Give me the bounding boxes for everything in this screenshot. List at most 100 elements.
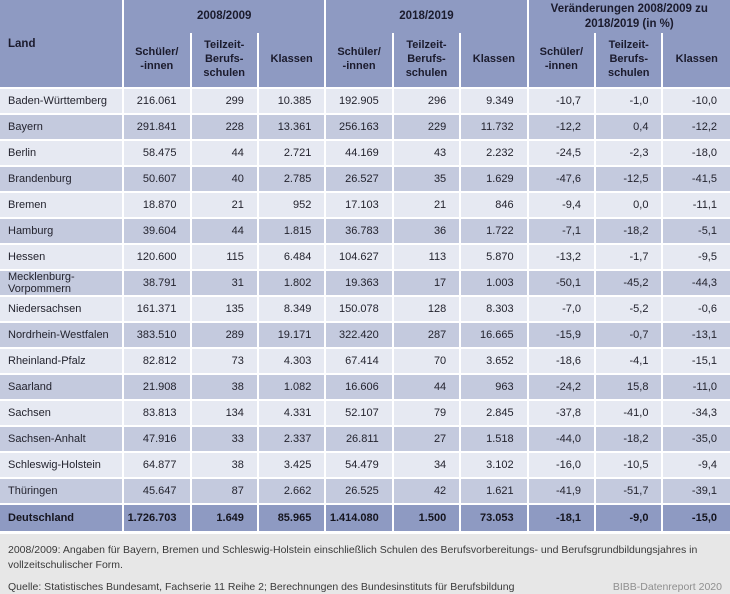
value-cell: -10,7 [526,87,596,114]
value-cell: -37,8 [526,399,596,426]
value-cell: 8.303 [459,295,528,322]
value-cell: 43 [391,139,461,166]
value-cell: 1.815 [256,217,326,244]
value-cell: 952 [256,191,326,218]
value-cell: 38 [189,373,258,400]
land-cell: Sachsen [0,399,124,426]
value-cell: -9,0 [594,503,663,534]
value-cell: 322.420 [324,321,393,348]
value-cell: 79 [391,399,461,426]
land-cell: Schleswig-Holstein [0,451,124,478]
value-cell: -44,0 [526,425,596,452]
value-cell: 1.802 [256,269,326,296]
value-cell: -41,5 [661,165,730,192]
value-cell: 1.621 [459,477,528,504]
table-row: Schleswig-Holstein 64.877 38 3.425 54.47… [0,451,730,478]
value-cell: 26.811 [324,425,393,452]
subheader-schueler-2008: Schüler/ -innen [122,33,191,88]
value-cell: 120.600 [122,243,191,270]
value-cell: 256.163 [324,113,393,140]
table-row: Sachsen-Anhalt 47.916 33 2.337 26.811 27… [0,425,730,452]
table-footer: 2008/2009: Angaben für Bayern, Bremen un… [0,533,730,594]
value-cell: 1.082 [256,373,326,400]
value-cell: 83.813 [122,399,191,426]
value-cell: -35,0 [661,425,730,452]
table-row: Berlin 58.475 44 2.721 44.169 43 2.232 -… [0,139,730,166]
value-cell: -10,5 [594,451,663,478]
value-cell: 54.479 [324,451,393,478]
land-cell: Hessen [0,243,124,270]
value-cell: 38 [189,451,258,478]
value-cell: 963 [459,373,528,400]
value-cell: 128 [391,295,461,322]
land-cell: Baden-Württemberg [0,87,124,114]
value-cell: 36 [391,217,461,244]
value-cell: -0,6 [661,295,730,322]
value-cell: -10,0 [661,87,730,114]
value-cell: 82.812 [122,347,191,374]
value-cell: 2.721 [256,139,326,166]
value-cell: 228 [189,113,258,140]
land-cell: Mecklenburg-Vorpommern [0,269,124,296]
value-cell: -15,9 [526,321,596,348]
value-cell: 299 [189,87,258,114]
value-cell: 10.385 [256,87,326,114]
value-cell: -9,4 [526,191,596,218]
value-cell: -13,2 [526,243,596,270]
table-row: Thüringen 45.647 87 2.662 26.525 42 1.62… [0,477,730,504]
value-cell: 40 [189,165,258,192]
value-cell: 846 [459,191,528,218]
land-cell: Thüringen [0,477,124,504]
value-cell: 44 [391,373,461,400]
value-cell: 1.629 [459,165,528,192]
value-cell: -11,1 [661,191,730,218]
value-cell: 27 [391,425,461,452]
land-cell: Sachsen-Anhalt [0,425,124,452]
value-cell: 87 [189,477,258,504]
value-cell: 135 [189,295,258,322]
table-row: Baden-Württemberg 216.061 299 10.385 192… [0,87,730,114]
value-cell: -24,5 [526,139,596,166]
value-cell: -15,1 [661,347,730,374]
value-cell: 34 [391,451,461,478]
value-cell: 26.525 [324,477,393,504]
value-cell: 192.905 [324,87,393,114]
value-cell: 50.607 [122,165,191,192]
value-cell: 42 [391,477,461,504]
value-cell: 21 [189,191,258,218]
subheader-teilzeit-change: Teilzeit- Berufs- schulen [594,33,663,88]
land-cell: Rheinland-Pfalz [0,347,124,374]
value-cell: 4.331 [256,399,326,426]
value-cell: -12,5 [594,165,663,192]
land-cell: Brandenburg [0,165,124,192]
value-cell: 47.916 [122,425,191,452]
value-cell: 3.102 [459,451,528,478]
value-cell: -18,6 [526,347,596,374]
land-cell: Deutschland [0,503,124,534]
value-cell: 17.103 [324,191,393,218]
table-row: Bayern 291.841 228 13.361 256.163 229 11… [0,113,730,140]
value-cell: 70 [391,347,461,374]
value-cell: 5.870 [459,243,528,270]
value-cell: 1.649 [189,503,258,534]
value-cell: 0,0 [594,191,663,218]
value-cell: 44 [189,217,258,244]
value-cell: 19.171 [256,321,326,348]
footnote: 2008/2009: Angaben für Bayern, Bremen un… [8,543,698,571]
value-cell: 2.337 [256,425,326,452]
value-cell: -51,7 [594,477,663,504]
value-cell: 216.061 [122,87,191,114]
value-cell: -1,0 [594,87,663,114]
land-cell: Bremen [0,191,124,218]
value-cell: -18,2 [594,217,663,244]
value-cell: 2.662 [256,477,326,504]
land-cell: Hamburg [0,217,124,244]
value-cell: -9,5 [661,243,730,270]
value-cell: 33 [189,425,258,452]
value-cell: 9.349 [459,87,528,114]
value-cell: 19.363 [324,269,393,296]
table-row: Bremen 18.870 21 952 17.103 21 846 -9,4 … [0,191,730,218]
table-total-section: Deutschland 1.726.703 1.649 85.965 1.414… [0,503,730,534]
value-cell: 3.652 [459,347,528,374]
